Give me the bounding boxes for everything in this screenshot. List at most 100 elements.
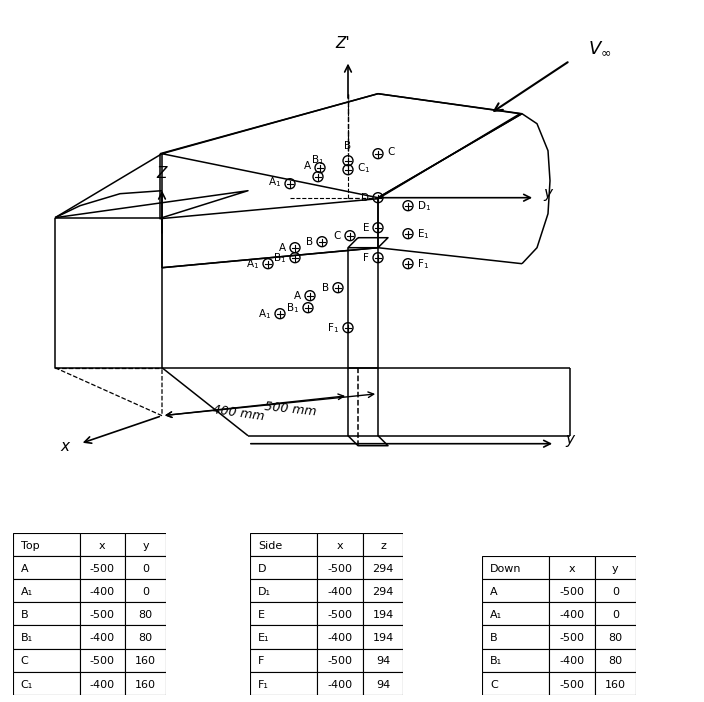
Text: B$_1$: B$_1$ [286,300,299,314]
Text: x: x [569,564,575,574]
Text: D: D [361,193,369,203]
Text: Down: Down [490,564,522,574]
Text: 0: 0 [142,564,149,574]
Text: B: B [344,140,351,151]
Bar [13,579,80,602]
Bar [363,556,403,579]
Bar [595,649,636,672]
Bar [250,533,317,556]
Bar [125,625,166,649]
Text: 0: 0 [612,587,619,597]
Text: E: E [363,223,369,232]
Text: y: y [612,564,619,574]
Text: A$_1$: A$_1$ [258,307,271,321]
Text: D: D [258,564,266,574]
Text: -500: -500 [560,587,584,597]
Bar [13,625,80,649]
Text: B: B [20,610,28,620]
Bar [125,579,166,602]
Text: -400: -400 [327,633,352,643]
Bar [549,672,595,695]
Text: Top: Top [20,541,39,550]
Bar [250,602,317,625]
Text: 80: 80 [608,633,622,643]
Bar [250,649,317,672]
Bar [250,579,317,602]
Text: C: C [20,656,28,666]
Bar [595,602,636,625]
Text: F$_1$: F$_1$ [327,321,339,335]
Bar [482,602,549,625]
Text: -500: -500 [560,680,584,689]
Text: -500: -500 [327,610,352,620]
Bar [125,672,166,695]
Text: -500: -500 [90,610,115,620]
Text: 294: 294 [372,587,394,597]
Bar [125,602,166,625]
Bar [363,533,403,556]
Bar [80,625,125,649]
Text: B: B [306,237,313,246]
Bar [549,625,595,649]
Text: B₁: B₁ [490,656,503,666]
Text: -400: -400 [560,656,584,666]
Text: z: z [380,541,386,550]
Bar [363,602,403,625]
Bar [482,672,549,695]
Text: y: y [565,432,574,446]
Text: 160: 160 [135,656,156,666]
Text: 194: 194 [372,610,394,620]
Text: x: x [61,439,70,453]
Text: -400: -400 [90,680,115,689]
Bar [80,556,125,579]
Text: D₁: D₁ [258,587,271,597]
Text: E₁: E₁ [258,633,270,643]
Bar [363,649,403,672]
Text: 400 mm: 400 mm [211,404,265,424]
Text: B$_1$: B$_1$ [272,251,286,265]
Bar [363,672,403,695]
Bar [80,649,125,672]
Text: B$_1$: B$_1$ [311,153,325,166]
Text: F₁: F₁ [258,680,269,689]
Bar [80,602,125,625]
Bar [549,649,595,672]
Text: B₁: B₁ [20,633,33,643]
Text: Z': Z' [336,36,351,51]
Bar [482,579,549,602]
Bar [595,579,636,602]
Text: -400: -400 [560,610,584,620]
Bar [317,556,363,579]
Text: -500: -500 [90,656,115,666]
Text: -400: -400 [327,587,352,597]
Text: Z: Z [157,166,168,180]
Bar [317,649,363,672]
Text: C: C [334,231,341,241]
Bar [549,602,595,625]
Bar [482,556,549,579]
Text: 160: 160 [605,680,626,689]
Bar [80,533,125,556]
Text: E$_1$: E$_1$ [417,227,429,241]
Bar [317,579,363,602]
Text: -500: -500 [327,564,352,574]
Text: -500: -500 [560,633,584,643]
Text: Side: Side [258,541,282,550]
Bar [250,672,317,695]
Text: C: C [490,680,498,689]
Text: 80: 80 [139,633,153,643]
Text: -400: -400 [90,587,115,597]
Bar [317,602,363,625]
Text: x: x [99,541,106,550]
Bar [80,672,125,695]
Bar [549,556,595,579]
Bar [317,533,363,556]
Text: x: x [337,541,343,550]
Bar [595,672,636,695]
Text: F$_1$: F$_1$ [417,257,429,270]
Bar [363,625,403,649]
Text: -500: -500 [90,564,115,574]
Text: 0: 0 [612,610,619,620]
Bar [250,625,317,649]
Bar [13,602,80,625]
